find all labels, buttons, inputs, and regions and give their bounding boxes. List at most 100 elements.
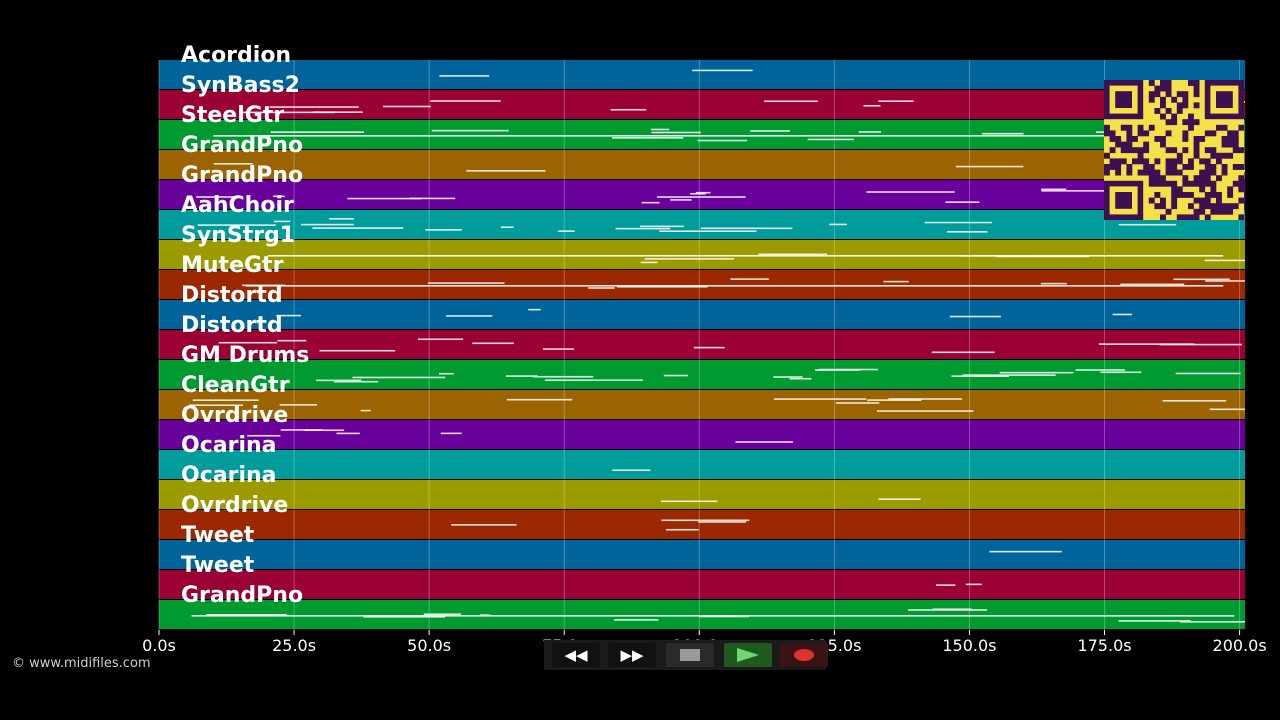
note-mark	[613, 619, 659, 621]
qr-code	[1104, 80, 1245, 221]
qr-module	[1171, 197, 1178, 204]
note-mark	[1041, 188, 1067, 191]
track-lane	[159, 300, 1245, 329]
qr-module	[1227, 136, 1234, 142]
qr-module	[1137, 152, 1144, 159]
qr-module	[1165, 91, 1172, 98]
rewind-button[interactable]: ◀◀	[552, 643, 600, 667]
track-lane	[159, 480, 1245, 509]
note-mark	[651, 128, 670, 131]
qr-module	[1148, 124, 1155, 131]
note-mark	[276, 314, 301, 317]
qr-module	[1193, 136, 1200, 142]
qr-module	[1154, 108, 1161, 114]
qr-module	[1120, 141, 1127, 148]
stop-button[interactable]	[666, 643, 714, 667]
note-mark	[409, 197, 456, 200]
qr-module	[1126, 169, 1133, 176]
track-lane	[159, 240, 1245, 269]
qr-module	[1160, 80, 1166, 86]
qr-module	[1210, 192, 1217, 198]
sustained-note	[213, 135, 1224, 137]
track-label: Ocarina	[181, 433, 277, 458]
qr-module	[1137, 169, 1144, 176]
qr-module	[1193, 119, 1200, 126]
note-mark	[347, 197, 422, 200]
track-lane	[159, 570, 1245, 599]
qr-module	[1165, 119, 1172, 126]
track-label: Distortd	[181, 313, 283, 338]
qr-module	[1221, 136, 1228, 142]
note-mark	[644, 258, 734, 260]
track-lane	[159, 360, 1245, 389]
qr-module	[1188, 180, 1194, 187]
note-mark	[876, 410, 974, 412]
qr-module	[1199, 180, 1206, 187]
track-label: Ovrdrive	[181, 493, 289, 518]
qr-module	[1160, 180, 1166, 187]
tick-label: 25.0s	[272, 636, 317, 655]
note-mark	[888, 398, 962, 400]
note-mark	[360, 409, 371, 412]
qr-module	[1204, 180, 1211, 187]
note-mark	[336, 432, 360, 435]
note-mark	[446, 315, 493, 317]
qr-module	[1160, 102, 1166, 109]
qr-module	[1171, 192, 1178, 198]
qr-module	[1160, 197, 1166, 204]
tick-label: 175.0s	[1077, 636, 1132, 655]
qr-module	[1188, 80, 1194, 86]
qr-module	[1165, 180, 1172, 187]
qr-module	[1182, 192, 1189, 198]
qr-module	[1115, 141, 1122, 148]
qr-module	[1171, 113, 1178, 120]
note-mark	[866, 191, 955, 193]
qr-module	[1182, 164, 1189, 170]
note-mark	[196, 196, 239, 198]
qr-module	[1216, 124, 1222, 131]
qr-module	[1193, 85, 1200, 92]
qr-module	[1160, 113, 1166, 120]
note-mark	[989, 550, 1062, 553]
qr-module	[1160, 141, 1166, 148]
play-button[interactable]	[724, 643, 772, 667]
note-mark	[612, 469, 651, 472]
qr-module	[1188, 124, 1194, 131]
tick-label: 150.0s	[942, 636, 997, 655]
note-mark	[218, 341, 278, 344]
note-mark	[863, 104, 881, 107]
note-mark	[661, 500, 718, 503]
track-label: AahChoir	[181, 193, 294, 218]
qr-module	[1188, 119, 1194, 126]
qr-module	[1171, 96, 1178, 103]
track-label: SynStrg1	[181, 223, 296, 248]
tick-label: 200.0s	[1212, 636, 1267, 655]
qr-module	[1232, 180, 1239, 187]
qr-module	[1204, 175, 1211, 182]
note-mark	[1162, 400, 1227, 402]
note-mark	[319, 349, 396, 352]
play-icon	[737, 648, 759, 662]
fast-forward-button[interactable]: ▶▶	[608, 643, 656, 667]
note-mark	[1098, 343, 1195, 345]
qr-module	[1160, 85, 1166, 92]
qr-module	[1216, 152, 1222, 159]
qr-module	[1199, 186, 1206, 193]
qr-module	[1109, 147, 1116, 154]
qr-module	[1216, 203, 1222, 210]
record-button[interactable]	[780, 643, 828, 667]
qr-module	[1193, 80, 1200, 86]
qr-module	[1193, 147, 1200, 154]
note-mark	[1112, 313, 1133, 316]
qr-module	[1171, 186, 1178, 193]
qr-module	[1232, 141, 1239, 148]
qr-finder-core	[1115, 91, 1132, 108]
note-mark	[334, 380, 379, 383]
qr-module	[1221, 124, 1228, 131]
note-mark	[1040, 282, 1067, 285]
track-lane	[159, 330, 1245, 359]
qr-module	[1216, 208, 1222, 215]
note-mark	[692, 69, 753, 72]
note-mark	[1180, 621, 1245, 623]
qr-module	[1232, 136, 1239, 142]
